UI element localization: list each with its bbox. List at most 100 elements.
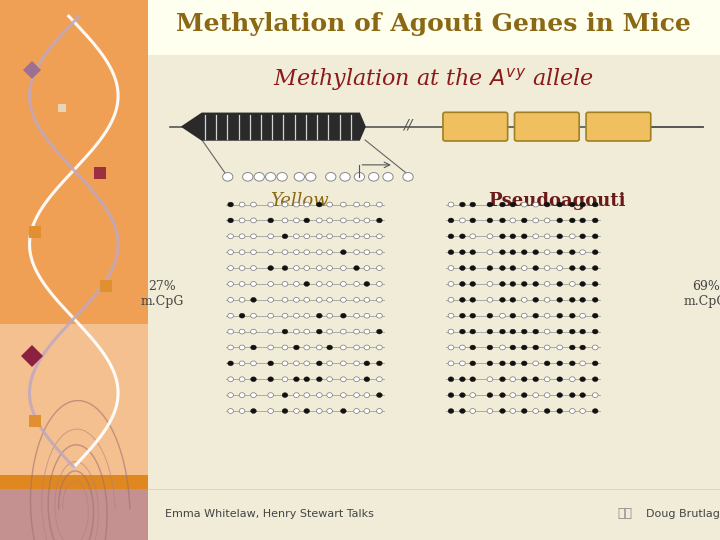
Circle shape bbox=[354, 202, 359, 207]
Circle shape bbox=[251, 329, 256, 334]
Circle shape bbox=[294, 298, 300, 302]
Circle shape bbox=[470, 266, 476, 271]
Circle shape bbox=[364, 377, 369, 382]
Circle shape bbox=[294, 377, 300, 382]
Circle shape bbox=[282, 281, 288, 286]
Circle shape bbox=[510, 281, 516, 286]
Circle shape bbox=[282, 393, 288, 397]
Circle shape bbox=[294, 393, 300, 397]
Circle shape bbox=[459, 298, 465, 302]
Circle shape bbox=[317, 218, 322, 223]
Circle shape bbox=[251, 393, 256, 397]
Circle shape bbox=[354, 393, 359, 397]
Circle shape bbox=[251, 234, 256, 239]
Circle shape bbox=[487, 313, 492, 318]
Circle shape bbox=[593, 313, 598, 318]
Circle shape bbox=[510, 361, 516, 366]
Circle shape bbox=[521, 218, 527, 223]
Circle shape bbox=[327, 345, 333, 350]
Circle shape bbox=[239, 266, 245, 271]
Circle shape bbox=[377, 313, 382, 318]
Circle shape bbox=[487, 393, 492, 397]
Circle shape bbox=[364, 409, 369, 414]
Circle shape bbox=[570, 281, 575, 286]
Circle shape bbox=[317, 266, 322, 271]
Circle shape bbox=[470, 393, 476, 397]
Circle shape bbox=[500, 234, 505, 239]
Circle shape bbox=[268, 361, 274, 366]
Circle shape bbox=[341, 281, 346, 286]
Circle shape bbox=[243, 172, 253, 181]
Circle shape bbox=[369, 172, 379, 181]
Circle shape bbox=[251, 202, 256, 207]
Circle shape bbox=[294, 234, 300, 239]
Circle shape bbox=[268, 377, 274, 382]
Circle shape bbox=[510, 298, 516, 302]
Circle shape bbox=[251, 218, 256, 223]
Circle shape bbox=[557, 377, 562, 382]
Circle shape bbox=[268, 393, 274, 397]
Circle shape bbox=[228, 250, 233, 254]
Circle shape bbox=[266, 172, 276, 181]
Circle shape bbox=[459, 393, 465, 397]
Circle shape bbox=[239, 234, 245, 239]
Circle shape bbox=[327, 393, 333, 397]
Circle shape bbox=[268, 202, 274, 207]
Circle shape bbox=[304, 361, 310, 366]
Circle shape bbox=[570, 409, 575, 414]
Circle shape bbox=[570, 393, 575, 397]
Circle shape bbox=[593, 329, 598, 334]
Circle shape bbox=[268, 218, 274, 223]
Circle shape bbox=[304, 409, 310, 414]
Circle shape bbox=[282, 361, 288, 366]
Circle shape bbox=[521, 329, 527, 334]
Circle shape bbox=[239, 329, 245, 334]
Bar bbox=[0, 0, 148, 324]
Circle shape bbox=[317, 377, 322, 382]
Circle shape bbox=[377, 377, 382, 382]
Circle shape bbox=[239, 250, 245, 254]
Circle shape bbox=[268, 298, 274, 302]
Circle shape bbox=[239, 281, 245, 286]
Circle shape bbox=[521, 202, 527, 207]
Circle shape bbox=[470, 329, 476, 334]
Circle shape bbox=[448, 345, 454, 350]
Circle shape bbox=[325, 172, 336, 181]
Circle shape bbox=[354, 361, 359, 366]
Circle shape bbox=[557, 329, 562, 334]
Circle shape bbox=[544, 202, 550, 207]
Circle shape bbox=[470, 345, 476, 350]
Circle shape bbox=[510, 266, 516, 271]
Circle shape bbox=[364, 329, 369, 334]
Circle shape bbox=[354, 329, 359, 334]
Circle shape bbox=[533, 329, 539, 334]
Circle shape bbox=[304, 377, 310, 382]
Circle shape bbox=[268, 329, 274, 334]
Circle shape bbox=[544, 377, 550, 382]
Circle shape bbox=[377, 266, 382, 271]
Circle shape bbox=[228, 409, 233, 414]
Circle shape bbox=[341, 409, 346, 414]
FancyBboxPatch shape bbox=[443, 112, 508, 141]
Circle shape bbox=[593, 361, 598, 366]
Circle shape bbox=[228, 202, 233, 207]
Circle shape bbox=[239, 393, 245, 397]
Circle shape bbox=[500, 409, 505, 414]
Circle shape bbox=[364, 345, 369, 350]
Circle shape bbox=[354, 298, 359, 302]
Text: //: // bbox=[403, 117, 413, 131]
Circle shape bbox=[521, 345, 527, 350]
Circle shape bbox=[580, 298, 585, 302]
Circle shape bbox=[305, 172, 316, 181]
Circle shape bbox=[251, 377, 256, 382]
Circle shape bbox=[533, 409, 539, 414]
Circle shape bbox=[304, 218, 310, 223]
Circle shape bbox=[228, 361, 233, 366]
Circle shape bbox=[580, 218, 585, 223]
Circle shape bbox=[580, 313, 585, 318]
Circle shape bbox=[304, 393, 310, 397]
Circle shape bbox=[317, 409, 322, 414]
Circle shape bbox=[580, 266, 585, 271]
Circle shape bbox=[354, 377, 359, 382]
Circle shape bbox=[570, 329, 575, 334]
